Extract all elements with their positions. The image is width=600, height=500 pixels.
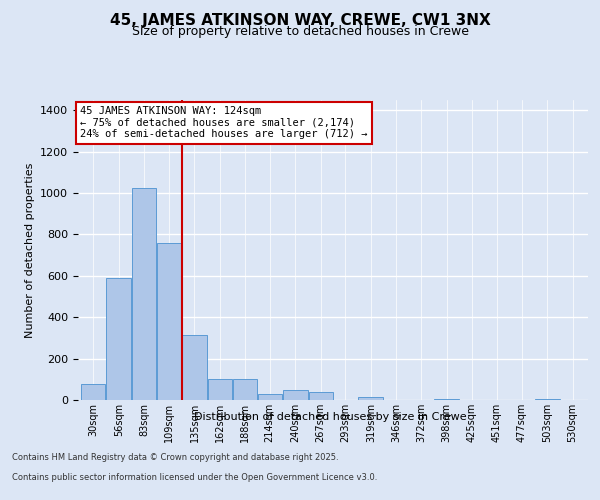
Bar [358, 397, 383, 400]
Y-axis label: Number of detached properties: Number of detached properties [25, 162, 35, 338]
Bar [182, 335, 207, 400]
Bar [283, 390, 308, 400]
Text: 45, JAMES ATKINSON WAY, CREWE, CW1 3NX: 45, JAMES ATKINSON WAY, CREWE, CW1 3NX [110, 12, 490, 28]
Text: Contains HM Land Registry data © Crown copyright and database right 2025.: Contains HM Land Registry data © Crown c… [12, 454, 338, 462]
Bar [132, 188, 156, 400]
Text: Distribution of detached houses by size in Crewe: Distribution of detached houses by size … [194, 412, 466, 422]
Bar [82, 384, 106, 400]
Bar [233, 380, 257, 400]
Bar [308, 392, 332, 400]
Bar [535, 399, 560, 400]
Bar [208, 380, 232, 400]
Bar [434, 399, 459, 400]
Bar [258, 394, 282, 400]
Text: 45 JAMES ATKINSON WAY: 124sqm
← 75% of detached houses are smaller (2,174)
24% o: 45 JAMES ATKINSON WAY: 124sqm ← 75% of d… [80, 106, 367, 140]
Bar [106, 278, 131, 400]
Bar [157, 243, 181, 400]
Text: Size of property relative to detached houses in Crewe: Size of property relative to detached ho… [131, 25, 469, 38]
Text: Contains public sector information licensed under the Open Government Licence v3: Contains public sector information licen… [12, 474, 377, 482]
